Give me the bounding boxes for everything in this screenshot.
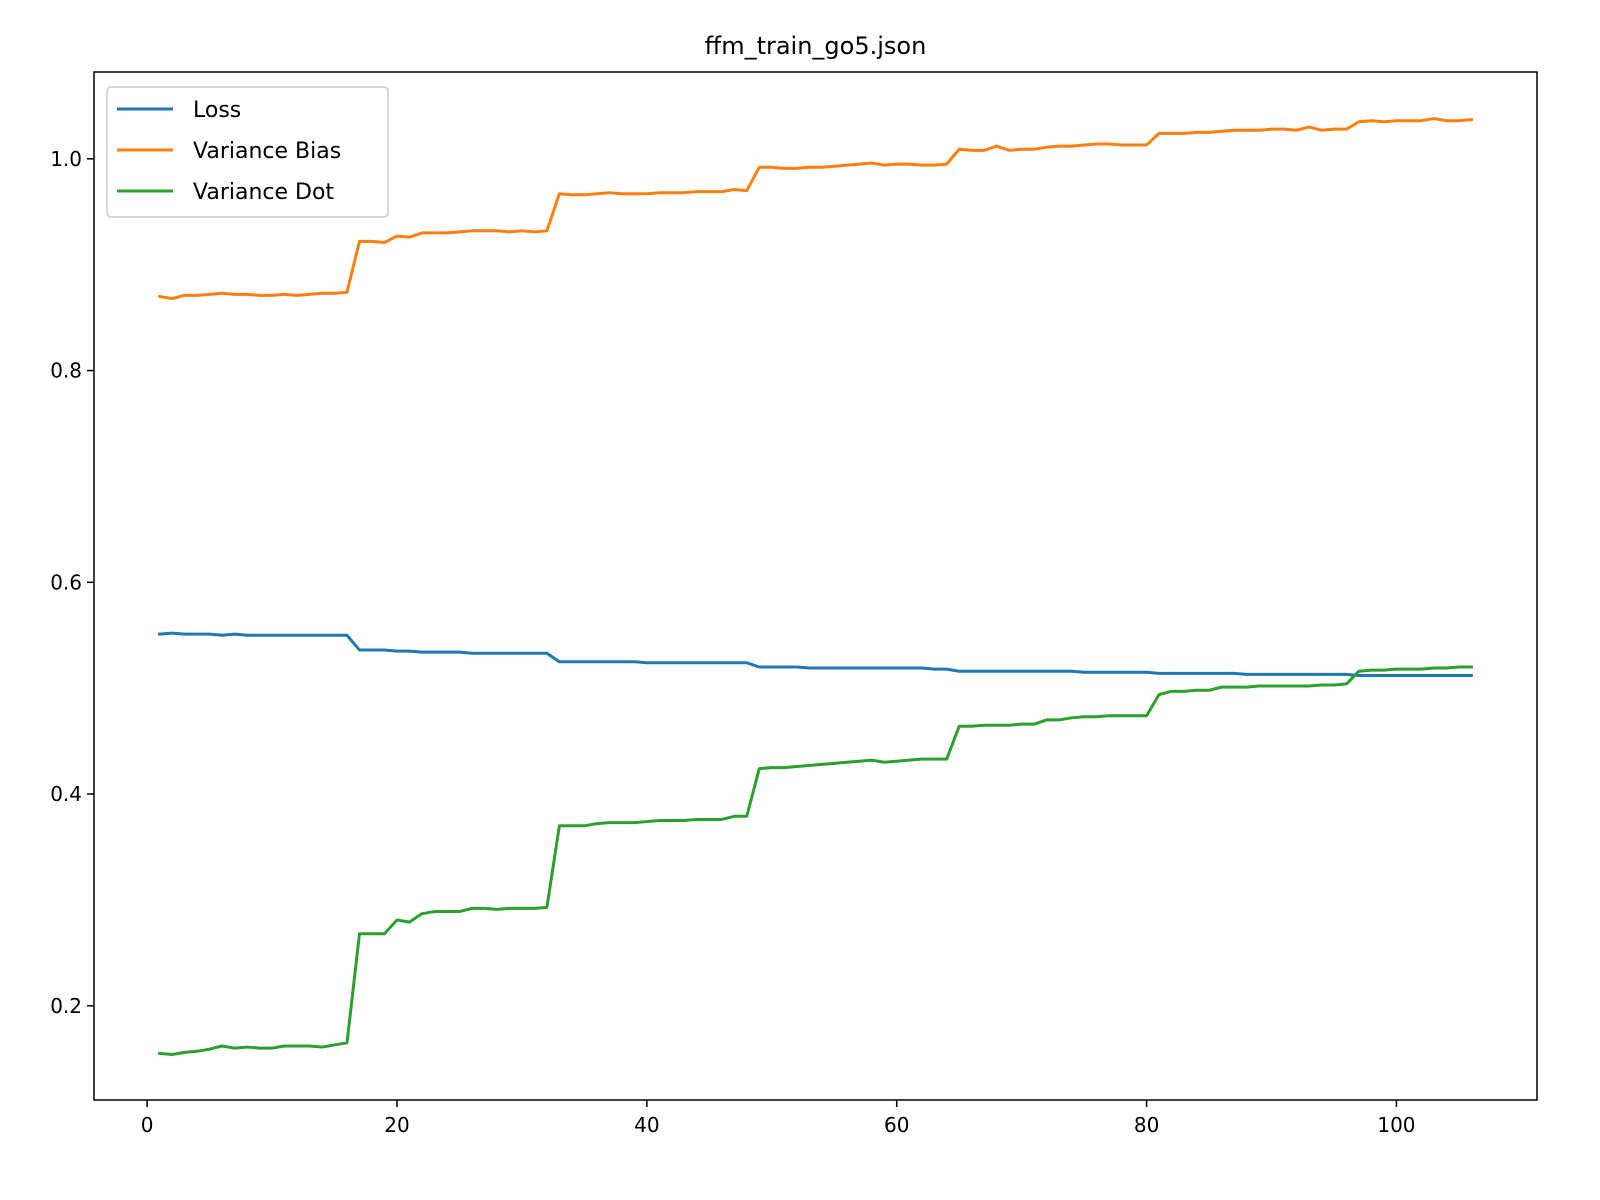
series-line-variance-bias (157, 117, 1474, 301)
x-tick-label: 0 (141, 1113, 154, 1137)
y-tick-label: 0.2 (50, 994, 82, 1018)
x-tick-label: 60 (884, 1113, 909, 1137)
x-tick-label: 100 (1377, 1113, 1415, 1137)
x-tick-label: 20 (384, 1113, 409, 1137)
series-line-variance-dot (157, 665, 1473, 1056)
legend-box (106, 86, 389, 218)
legend-label-variance-bias: Variance Bias (193, 139, 341, 164)
series-group (157, 117, 1474, 1056)
y-axis: 0.2 0.4 0.6 0.8 1.0 (50, 147, 94, 1018)
y-tick-label: 0.6 (50, 570, 82, 594)
series-line-loss (157, 631, 1473, 677)
y-tick-label: 0.4 (50, 782, 82, 806)
y-tick-label: 1.0 (50, 147, 82, 171)
chart-title: ffm_train_go5.json (705, 32, 927, 60)
x-tick-label: 80 (1134, 1113, 1159, 1137)
legend: Loss Variance Bias Variance Dot (106, 86, 389, 218)
y-tick-label: 0.8 (50, 359, 82, 383)
axes-frame (93, 71, 1538, 1101)
x-axis: 0 20 40 60 80 100 (141, 1100, 1416, 1137)
x-tick-label: 40 (634, 1113, 659, 1137)
legend-label-variance-dot: Variance Dot (193, 180, 334, 205)
legend-label-loss: Loss (193, 98, 241, 123)
